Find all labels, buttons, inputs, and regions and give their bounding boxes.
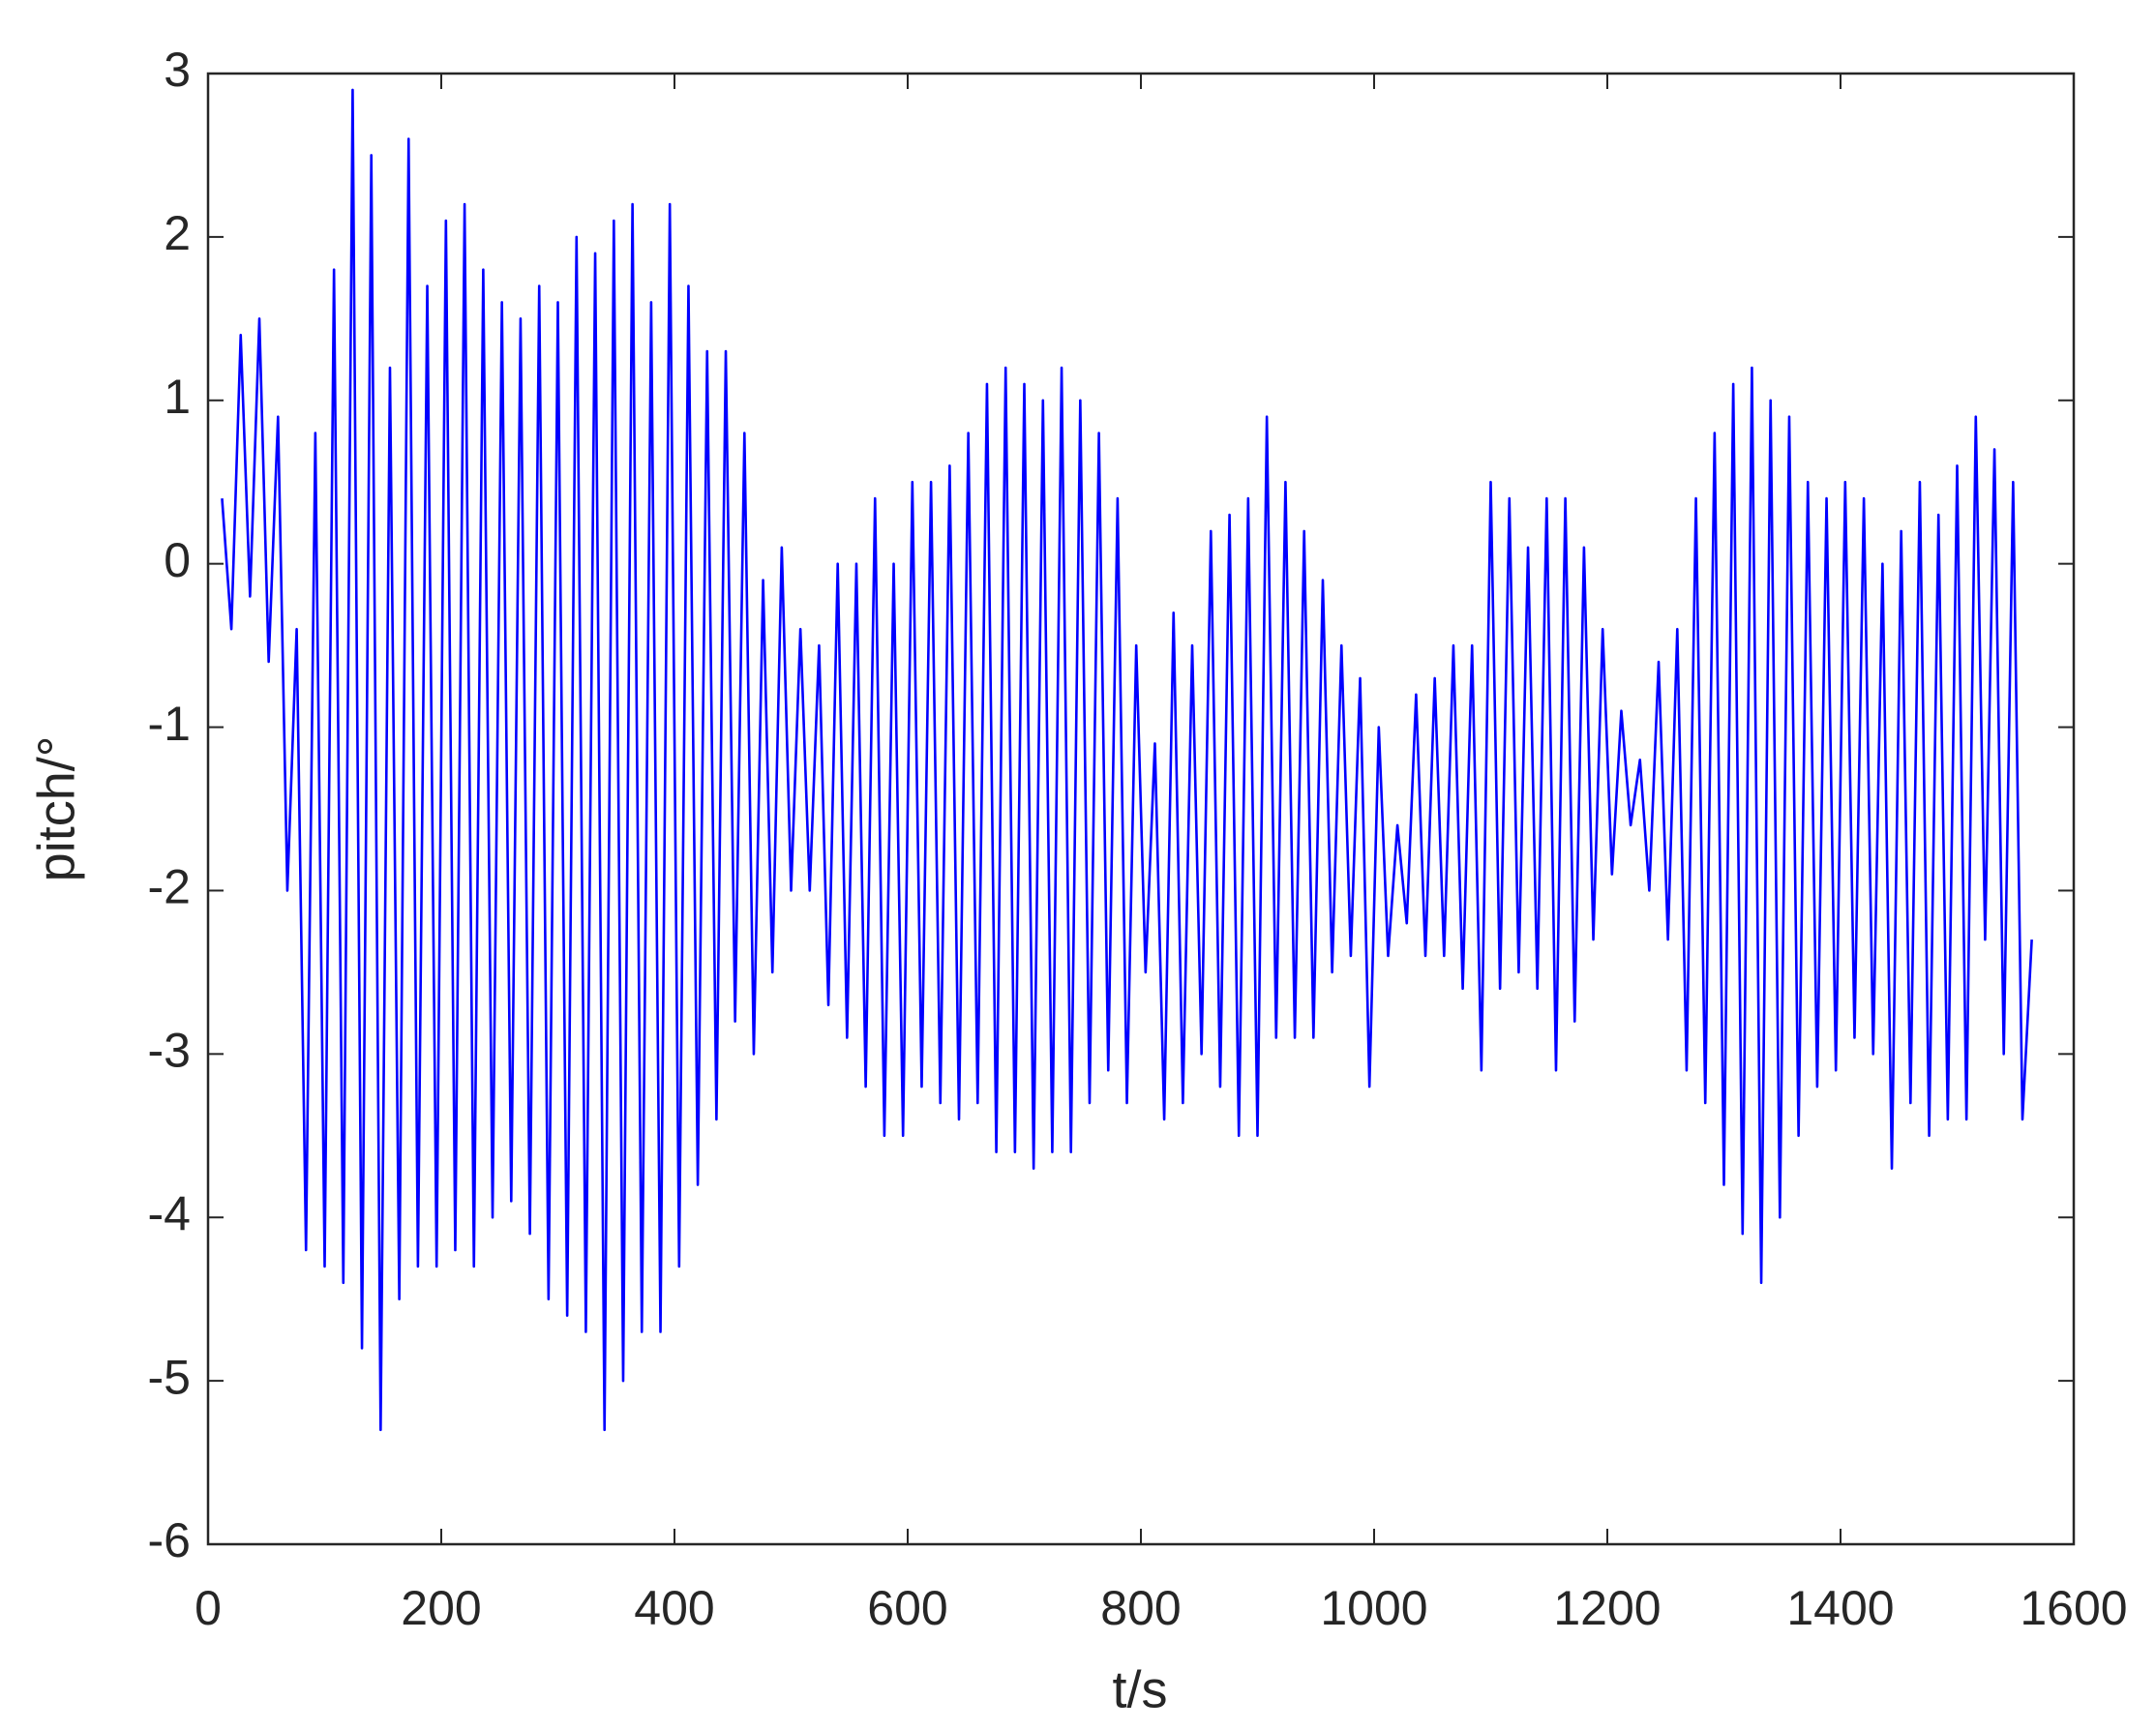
x-tick-label: 400	[634, 1581, 714, 1635]
y-tick-label: -1	[148, 697, 191, 751]
y-tick-label: 3	[164, 43, 191, 97]
y-tick-label: -6	[148, 1513, 191, 1567]
y-tick-label: 2	[164, 206, 191, 260]
y-tick-label: 0	[164, 533, 191, 587]
x-tick-label: 1200	[1553, 1581, 1661, 1635]
y-tick-label: -2	[148, 860, 191, 914]
y-axis-label: pitch/°	[27, 736, 85, 882]
x-tick-label: 1600	[2020, 1581, 2127, 1635]
x-tick-label: 800	[1100, 1581, 1181, 1635]
x-tick-label: 1000	[1320, 1581, 1427, 1635]
x-tick-label: 0	[195, 1581, 222, 1635]
y-tick-label: 1	[164, 370, 191, 424]
x-tick-label: 600	[867, 1581, 947, 1635]
y-tick-label: -4	[148, 1186, 191, 1240]
x-axis-label: t/s	[1112, 1660, 1167, 1718]
x-tick-label: 200	[401, 1581, 481, 1635]
data-line	[221, 88, 2033, 1432]
y-tick-label: -3	[148, 1024, 191, 1078]
y-tick-label: -5	[148, 1350, 191, 1404]
x-tick-label: 1400	[1786, 1581, 1894, 1635]
